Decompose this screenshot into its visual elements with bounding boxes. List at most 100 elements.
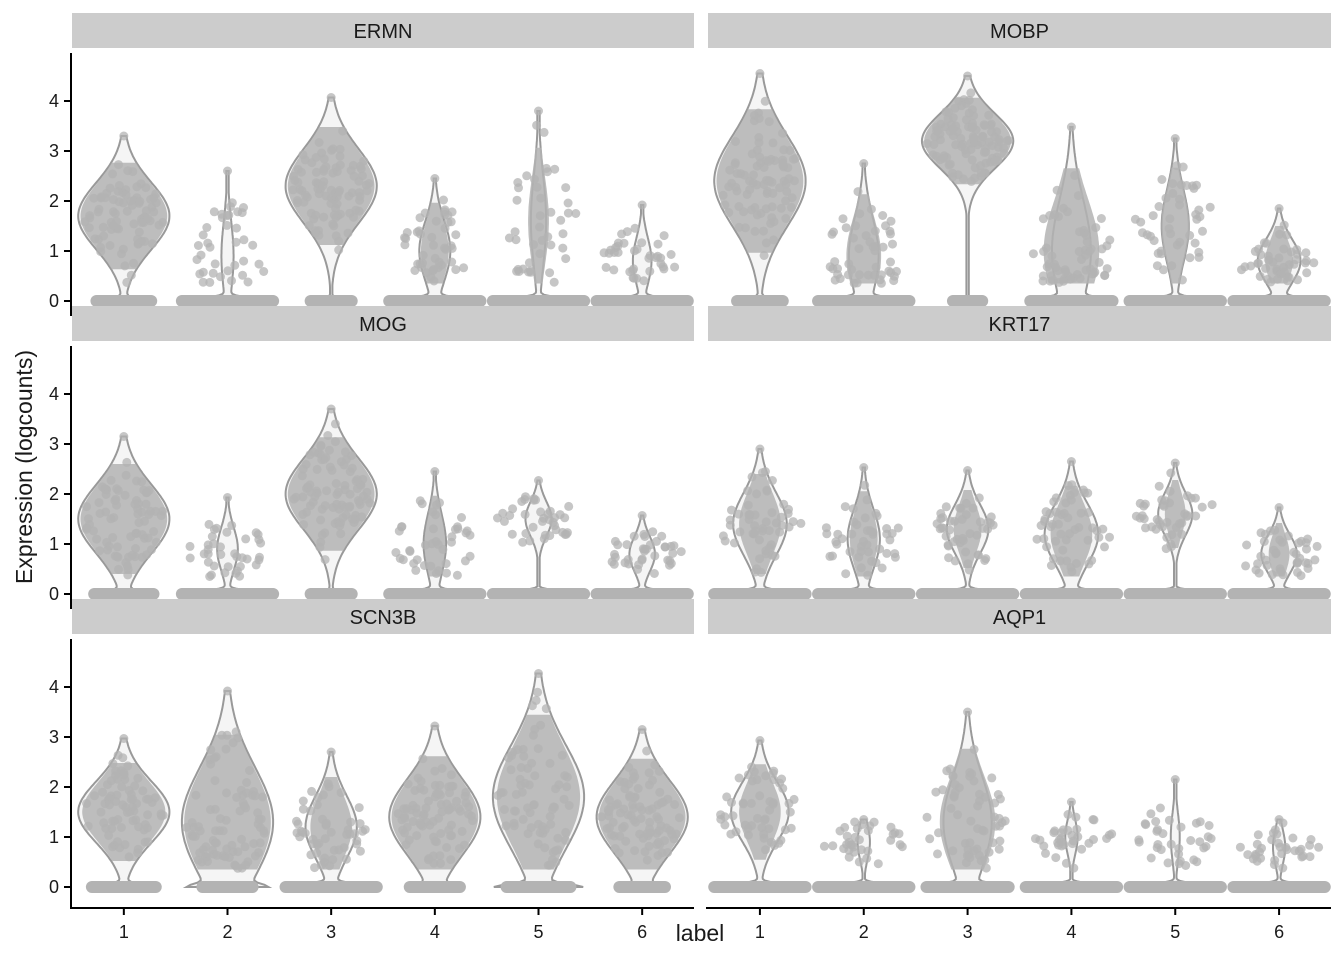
data-point bbox=[755, 152, 765, 162]
data-point bbox=[1068, 839, 1077, 849]
y-tick-label: 2 bbox=[49, 191, 59, 211]
data-point bbox=[1259, 536, 1269, 546]
data-point bbox=[1067, 567, 1077, 577]
data-point bbox=[1301, 256, 1311, 266]
y-tick-label: 3 bbox=[49, 727, 59, 747]
data-point bbox=[761, 517, 771, 527]
data-point bbox=[121, 558, 131, 568]
data-point bbox=[514, 267, 524, 276]
data-point bbox=[412, 808, 422, 818]
data-point bbox=[545, 268, 555, 278]
data-point bbox=[759, 162, 769, 172]
data-point-max bbox=[1066, 457, 1076, 466]
data-point bbox=[507, 529, 517, 539]
data-point bbox=[644, 768, 654, 778]
data-point bbox=[558, 243, 568, 253]
data-point bbox=[313, 793, 323, 802]
data-point bbox=[1162, 532, 1172, 542]
data-point bbox=[332, 499, 342, 509]
y-tick-label: 3 bbox=[49, 434, 59, 454]
data-point bbox=[545, 531, 555, 541]
violin-group bbox=[486, 106, 591, 307]
data-point bbox=[636, 814, 646, 823]
data-point bbox=[561, 835, 570, 845]
data-point bbox=[328, 144, 338, 154]
data-point bbox=[1041, 507, 1051, 517]
data-point bbox=[420, 208, 430, 218]
data-point-max bbox=[119, 734, 129, 743]
data-point bbox=[301, 460, 311, 469]
violin-group bbox=[284, 93, 378, 307]
y-tick-label: 4 bbox=[49, 384, 59, 404]
data-point bbox=[220, 568, 230, 578]
data-point bbox=[1252, 839, 1262, 849]
data-point bbox=[95, 509, 105, 518]
data-point bbox=[638, 833, 648, 843]
data-point bbox=[969, 134, 979, 144]
data-point bbox=[323, 431, 333, 440]
data-point bbox=[295, 185, 305, 194]
data-point bbox=[849, 278, 859, 288]
data-point bbox=[533, 744, 543, 754]
data-point bbox=[837, 534, 847, 544]
data-point bbox=[1284, 272, 1294, 282]
x-tick-label: 4 bbox=[430, 922, 440, 942]
data-point bbox=[1056, 529, 1066, 539]
data-point bbox=[775, 183, 785, 193]
data-point bbox=[1028, 249, 1038, 259]
data-point bbox=[111, 766, 121, 776]
data-point bbox=[648, 527, 658, 537]
data-point bbox=[415, 496, 425, 506]
data-point bbox=[415, 818, 425, 828]
data-point bbox=[496, 788, 506, 798]
data-point bbox=[239, 256, 249, 266]
data-point bbox=[1157, 175, 1167, 184]
data-point bbox=[331, 231, 341, 241]
data-point bbox=[431, 537, 441, 546]
data-point bbox=[948, 771, 958, 781]
data-point bbox=[140, 516, 149, 526]
data-point bbox=[1134, 837, 1144, 847]
violin-group bbox=[812, 159, 916, 307]
data-point bbox=[1040, 514, 1050, 524]
data-point bbox=[216, 550, 226, 559]
data-point bbox=[776, 835, 786, 845]
data-point bbox=[208, 268, 218, 278]
data-point bbox=[412, 227, 422, 237]
data-point bbox=[509, 806, 519, 816]
data-point bbox=[345, 208, 355, 218]
data-point bbox=[870, 226, 880, 236]
x-tick-label: 6 bbox=[1274, 922, 1284, 942]
data-point bbox=[1168, 179, 1178, 189]
y-tick-label: 2 bbox=[49, 777, 59, 797]
data-point bbox=[112, 484, 122, 494]
data-point bbox=[198, 277, 208, 287]
data-point bbox=[398, 825, 408, 835]
data-point bbox=[1253, 830, 1263, 840]
data-point bbox=[1061, 858, 1071, 868]
data-point bbox=[863, 846, 873, 856]
data-point bbox=[103, 780, 112, 790]
data-point bbox=[232, 552, 242, 562]
data-point bbox=[239, 235, 249, 245]
data-point bbox=[967, 155, 977, 165]
data-point bbox=[437, 764, 447, 773]
data-point bbox=[1255, 271, 1265, 281]
data-point bbox=[647, 804, 657, 814]
data-point bbox=[752, 775, 762, 785]
data-point bbox=[451, 230, 461, 240]
data-point bbox=[1002, 136, 1012, 146]
data-point bbox=[933, 849, 942, 859]
data-point bbox=[409, 559, 419, 568]
data-point bbox=[734, 773, 744, 783]
data-point bbox=[1096, 214, 1106, 223]
data-point bbox=[334, 187, 344, 197]
data-point bbox=[613, 540, 623, 550]
data-point bbox=[364, 179, 374, 188]
data-point-max bbox=[430, 174, 440, 183]
data-point bbox=[758, 524, 768, 533]
violin-group bbox=[77, 131, 171, 307]
data-point bbox=[1052, 185, 1062, 195]
data-point bbox=[1241, 561, 1251, 571]
data-point bbox=[1089, 835, 1098, 844]
